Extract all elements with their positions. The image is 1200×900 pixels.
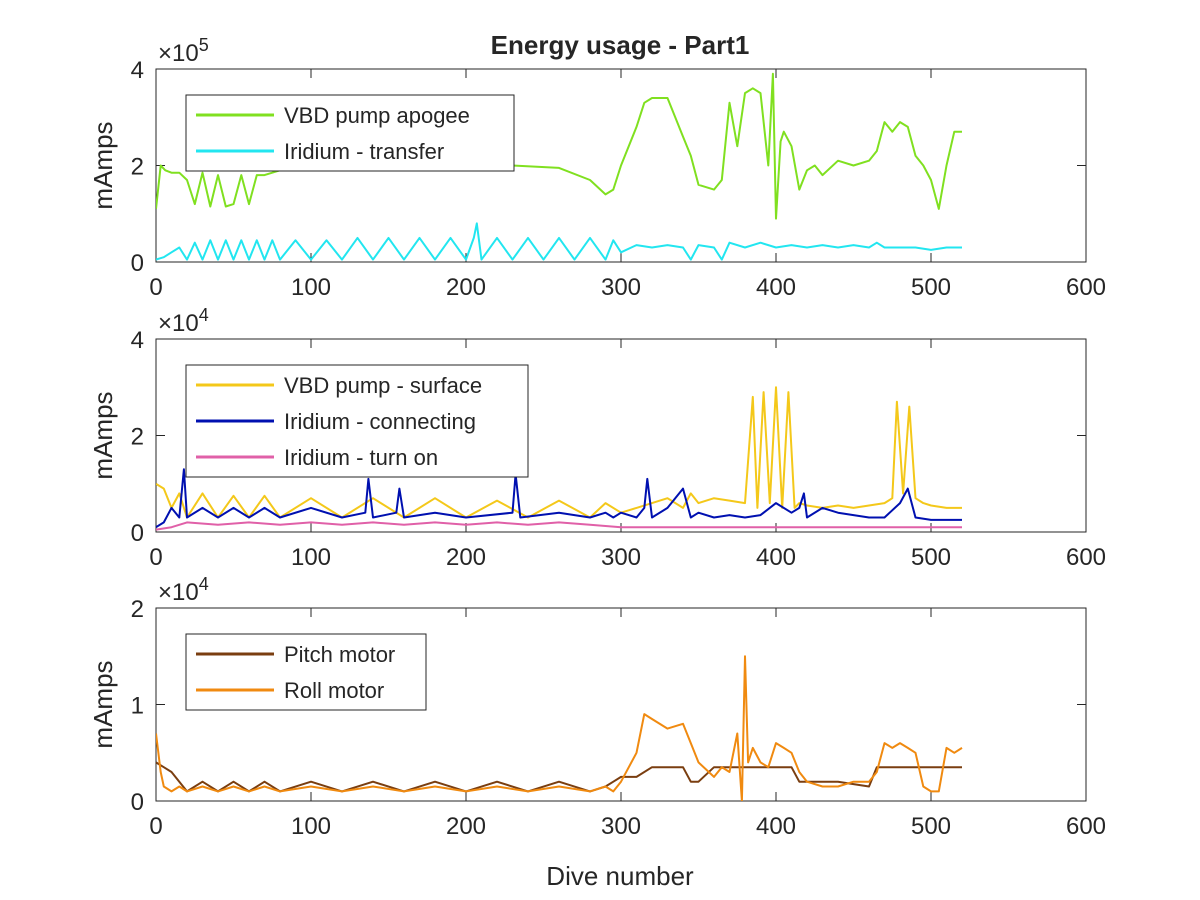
panel-3-exponent-power: 4 [199,574,209,594]
panel-1-legend-box [185,94,515,172]
series-line-iridium-turn-on [156,521,962,531]
panel-1-xtick-label: 300 [601,274,641,301]
panel-1-y-axis-label: mAmps [88,121,118,209]
series-line-vbd-pump-surface [156,386,962,519]
legend-label-iridium-turn-on: Iridium - turn on [284,445,438,470]
panel-2-xtick-label: 600 [1066,544,1106,571]
panel-3-data [156,655,963,801]
legend-label-vbd-pump-apogee: VBD pump apogee [284,103,470,128]
panel-2-ytick-label: 4 [131,327,144,354]
legend-label-iridium-transfer: Iridium - transfer [284,139,444,164]
panel-2-ytick-label: 0 [131,520,144,547]
panel-3-ytick-label: 0 [131,789,144,816]
panel-2-ytick-label: 2 [131,424,144,451]
panel-3-legend: Pitch motor Roll motor [185,633,427,711]
x-axis-label: Dive number [546,861,694,891]
legend-label-iridium-connecting: Iridium - connecting [284,409,476,434]
panel-1-ytick-label: 4 [131,57,144,84]
panel-2-xtick-label: 200 [446,544,486,571]
panel-1-legend: VBD pump apogee Iridium - transfer [185,94,515,172]
panel-2-xtick-label: 300 [601,544,641,571]
panel-3-xtick-label: 300 [601,813,641,840]
panel-3-xtick-label: 100 [291,813,331,840]
panel-2-xtick-label: 0 [149,544,162,571]
panel-1-xtick-label: 100 [291,274,331,301]
panel-2-xtick-label: 500 [911,544,951,571]
series-line-iridium-connecting [156,468,962,529]
panel-2-y-axis-label: mAmps [88,391,118,479]
panel-1-xtick-label: 400 [756,274,796,301]
panel-3-legend-box [185,633,427,711]
panel-2-legend: VBD pump - surface Iridium - connecting Ir… [185,364,529,478]
panel-1-xtick-label: 0 [149,274,162,301]
panel-3-xtick-label: 0 [149,813,162,840]
panel-2-data [156,386,962,531]
legend-label-vbd-pump-surface: VBD pump - surface [284,373,482,398]
panel-1-xtick-label: 500 [911,274,951,301]
panel-1-ytick-label: 2 [131,154,144,181]
panel-1-data [156,72,962,261]
panel-1-ytick-label: 0 [131,250,144,277]
panel-2-xtick-label: 100 [291,544,331,571]
series-line-vbd-pump-apogee [156,72,962,220]
panel-3-xtick-label: 600 [1066,813,1106,840]
panel-1-exponent-power: 5 [199,35,209,55]
series-line-iridium-transfer [156,222,962,261]
panel-3-y-axis-label: mAmps [88,660,118,748]
panel-2-xtick-label: 400 [756,544,796,571]
panel-2-exponent-power: 4 [199,305,209,325]
panel-3-xtick-label: 500 [911,813,951,840]
legend-label-pitch-motor: Pitch motor [284,642,395,667]
panel-3-xtick-label: 400 [756,813,796,840]
series-line-pitch-motor [156,761,962,793]
panel-1-xtick-label: 600 [1066,274,1106,301]
panel-3-ytick-label: 1 [131,693,144,720]
panel-1-xtick-label: 200 [446,274,486,301]
legend-label-roll-motor: Roll motor [284,678,384,703]
figure-title: Energy usage - Part1 [491,30,750,60]
panel-3-ytick-label: 2 [131,596,144,623]
series-line-roll-motor [156,655,963,801]
panel-3-xtick-label: 200 [446,813,486,840]
